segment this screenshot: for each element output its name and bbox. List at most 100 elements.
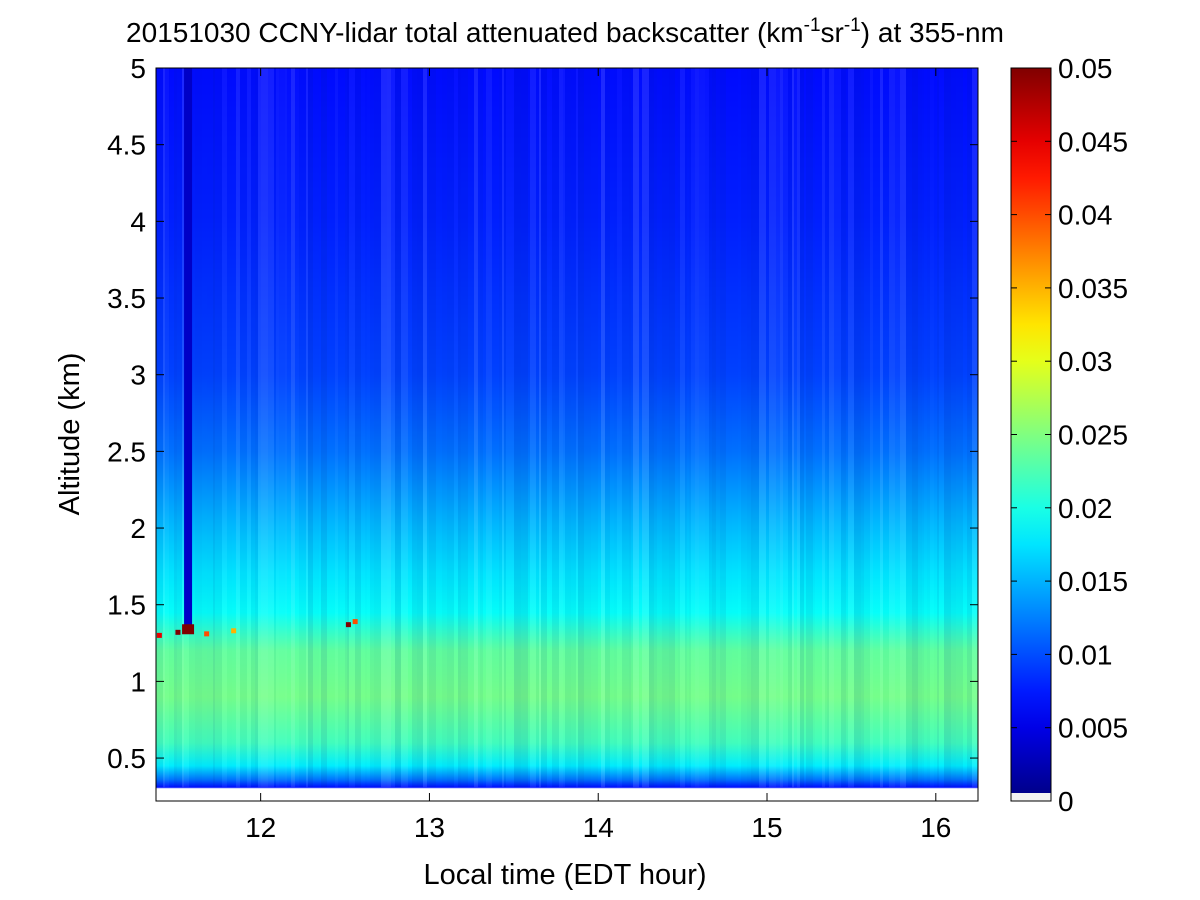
heatmap-stripe bbox=[848, 68, 854, 788]
heatmap-stripe bbox=[944, 68, 951, 788]
colorbar-tick-label: 0.04 bbox=[1058, 200, 1113, 231]
heatmap-stripe bbox=[454, 68, 458, 787]
heatmap-stripe bbox=[709, 68, 712, 788]
heatmap-stripe bbox=[889, 68, 895, 788]
colorbar-tick-label: 0.005 bbox=[1058, 713, 1128, 744]
heatmap-stripe bbox=[657, 68, 662, 788]
heatmap-stripe bbox=[806, 68, 813, 788]
heatmap-stripe bbox=[598, 68, 601, 787]
y-tick-label: 1 bbox=[130, 666, 146, 697]
heatmap-stripe bbox=[436, 68, 442, 787]
heatmap-stripe bbox=[251, 68, 255, 788]
cloud-speck bbox=[345, 622, 351, 628]
heatmap-stripe bbox=[528, 68, 530, 787]
y-tick-label: 3 bbox=[130, 360, 146, 391]
heatmap-stripe bbox=[222, 68, 227, 788]
heatmap-stripe bbox=[738, 68, 741, 787]
heatmap-stripe bbox=[571, 68, 576, 788]
heatmap-stripe bbox=[169, 68, 174, 787]
heatmap-stripe bbox=[629, 68, 631, 788]
colorbar-tick-label: 0.045 bbox=[1058, 126, 1128, 157]
heatmap-stripe bbox=[662, 68, 669, 788]
heatmap-stripe bbox=[429, 68, 436, 788]
heatmap-stripe bbox=[240, 68, 247, 787]
heatmap-stripe bbox=[776, 68, 780, 788]
heatmap-stripe bbox=[480, 68, 483, 788]
heatmap-stripe bbox=[408, 68, 412, 787]
heatmap-stripe bbox=[751, 68, 753, 788]
y-tick-label: 4 bbox=[130, 206, 146, 237]
heatmap-stripe bbox=[654, 68, 657, 788]
heatmap-stripe bbox=[165, 68, 169, 787]
heatmap-stripe bbox=[458, 68, 461, 788]
heatmap-stripe bbox=[759, 68, 766, 788]
heatmap-stripe bbox=[815, 68, 822, 787]
heatmap-stripe bbox=[478, 68, 480, 787]
heatmap-stripe bbox=[258, 68, 261, 788]
heatmap-stripe bbox=[308, 68, 313, 788]
y-tick-label: 1.5 bbox=[107, 590, 146, 621]
colorbar-tick-label: 0.02 bbox=[1058, 493, 1113, 524]
heatmap-stripe bbox=[804, 68, 806, 787]
heatmap-stripe bbox=[276, 68, 279, 788]
heatmap-stripe bbox=[880, 68, 883, 788]
heatmap-stripe bbox=[794, 68, 797, 787]
heatmap-stripe bbox=[313, 68, 319, 787]
heatmap-stripe bbox=[827, 68, 829, 788]
heatmap-stripe bbox=[345, 68, 347, 788]
heatmap-stripe bbox=[922, 68, 924, 788]
heatmap-stripe bbox=[541, 68, 547, 788]
heatmap-stripe bbox=[951, 68, 956, 788]
heatmap-stripe bbox=[461, 68, 468, 788]
x-tick-label: 13 bbox=[414, 812, 445, 843]
heatmap-stripe bbox=[753, 68, 759, 788]
heatmap-stripe bbox=[486, 68, 492, 788]
heatmap-stripe bbox=[689, 68, 691, 787]
heatmap-stripe bbox=[331, 68, 335, 787]
heatmap-stripe bbox=[340, 68, 345, 787]
heatmap-stripe bbox=[631, 68, 633, 787]
heatmap-stripe bbox=[956, 68, 963, 788]
heatmap-stripe bbox=[699, 68, 705, 788]
colorbar-nodata-swatch bbox=[1011, 793, 1051, 801]
heatmap-stripe bbox=[521, 68, 528, 788]
heatmap-plot-area: 12 13 14 15 16 0.5 1 1.5 2 2.5 3 3.5 4 4.5 5 bbox=[107, 53, 979, 843]
heatmap-stripe bbox=[559, 68, 563, 788]
heatmap-stripe bbox=[563, 68, 565, 788]
heatmap-stripe bbox=[614, 68, 617, 787]
heatmap-stripe bbox=[279, 68, 285, 787]
heatmap-stripe bbox=[685, 68, 687, 788]
heatmap-stripe bbox=[822, 68, 825, 788]
heatmap-stripe bbox=[335, 68, 338, 787]
heatmap-stripe bbox=[601, 68, 605, 788]
heatmap-stripe bbox=[726, 68, 732, 787]
heatmap-stripe bbox=[232, 68, 236, 787]
heatmap-stripe bbox=[370, 68, 374, 788]
heatmap-stripe bbox=[502, 68, 504, 788]
colorbar-gradient bbox=[1011, 68, 1051, 801]
heatmap-stripe bbox=[355, 68, 361, 788]
heatmap-stripe bbox=[483, 68, 486, 787]
heatmap-stripe bbox=[720, 68, 726, 788]
plot-frame bbox=[155, 67, 979, 802]
heatmap-stripe bbox=[255, 68, 258, 788]
heatmap-stripe bbox=[861, 68, 864, 788]
heatmap-stripe bbox=[918, 68, 922, 788]
heatmap-stripe bbox=[783, 68, 788, 788]
heatmap-stripe bbox=[468, 68, 474, 787]
x-axis-label: Local time (EDT hour) bbox=[423, 859, 706, 891]
heatmap-stripe bbox=[236, 68, 240, 788]
heatmap-stripe bbox=[834, 68, 841, 787]
heatmap-stripe bbox=[349, 68, 355, 788]
heatmap-stripe bbox=[285, 68, 287, 788]
heatmap-stripe bbox=[261, 68, 268, 788]
heatmap-stripe bbox=[268, 68, 274, 788]
heatmap-stripe bbox=[213, 68, 215, 788]
y-tick-label: 4.5 bbox=[107, 130, 146, 161]
heatmap-stripe bbox=[391, 68, 395, 788]
heatmap-stripe bbox=[447, 68, 454, 788]
heatmap-stripe bbox=[883, 68, 889, 787]
heatmap-stripe bbox=[972, 68, 978, 788]
heatmap-stripe bbox=[900, 68, 906, 788]
